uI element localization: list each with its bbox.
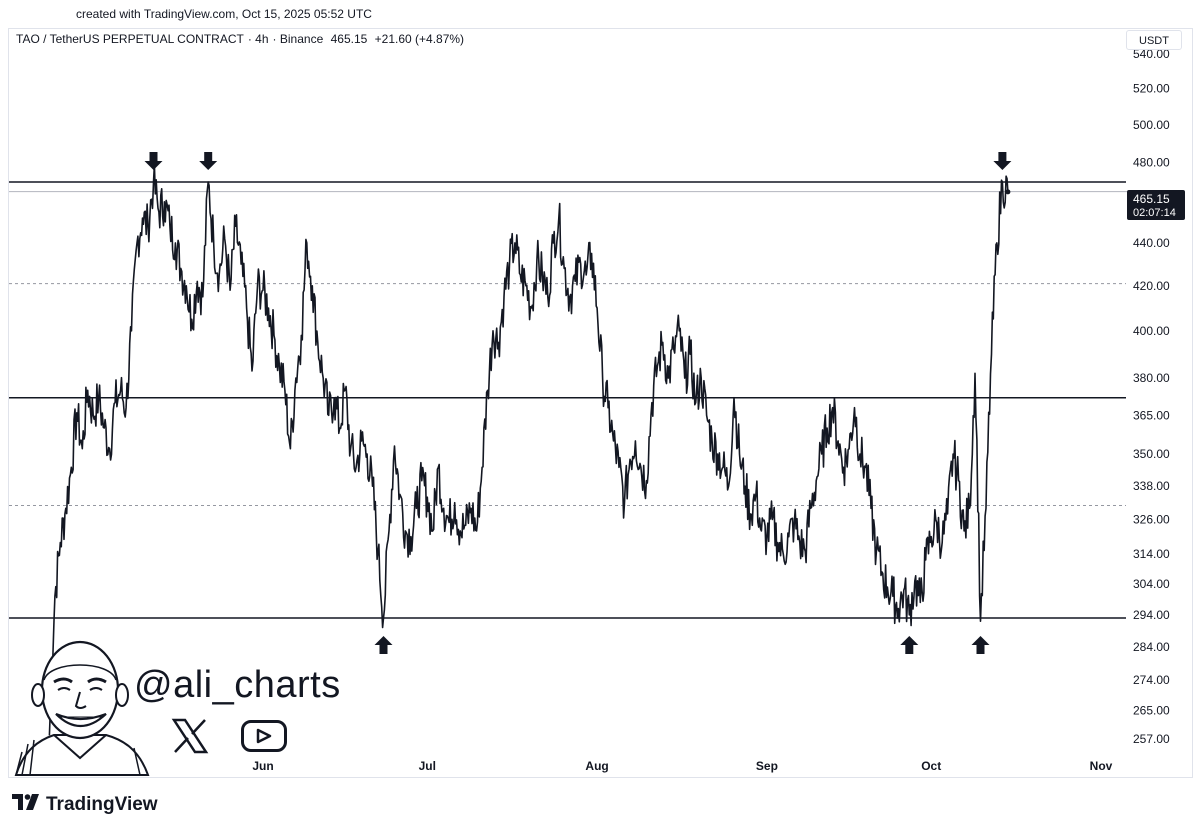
y-tick-label: 265.00 (1133, 704, 1170, 718)
y-tick-label: 257.00 (1133, 732, 1170, 746)
x-tick-label: Aug (585, 759, 608, 773)
price-badge-box (1127, 190, 1185, 220)
y-tick-label: 284.00 (1133, 640, 1170, 654)
x-tick-label: Sep (756, 759, 778, 773)
y-tick-label: 314.00 (1133, 547, 1170, 561)
y-axis: 540.00 520.00 500.00 480.00 440.00 420.00 400.… (1133, 47, 1170, 746)
price-series (48, 163, 1011, 736)
y-tick-label: 380.00 (1133, 371, 1170, 385)
author-handle: @ali_charts (134, 664, 341, 706)
x-tick-label: Oct (921, 759, 941, 773)
y-tick-label: 420.00 (1133, 279, 1170, 293)
tradingview-logo-icon (12, 794, 40, 816)
marker-arrow-up (374, 636, 393, 654)
footer-brand[interactable]: TradingView (12, 794, 158, 816)
symbol-price: 465.15 (330, 32, 368, 46)
markers (144, 152, 1012, 654)
y-tick-label: 274.00 (1133, 673, 1170, 687)
y-tick-label: 520.00 (1133, 82, 1170, 96)
avatar-caricature-icon (14, 640, 150, 776)
price-badge-countdown: 02:07:14 (1133, 207, 1176, 219)
chart-credit: created with TradingView.com, Oct 15, 20… (76, 7, 372, 21)
symbol-header: TAO / TetherUS PERPETUAL CONTRACT · 4h · B… (16, 32, 465, 46)
marker-arrow-up (900, 636, 919, 654)
symbol-interval: 4h (255, 32, 269, 46)
y-tick-label: 400.00 (1133, 324, 1170, 338)
marker-arrow-up (971, 636, 990, 654)
y-tick-label: 480.00 (1133, 156, 1170, 170)
y-tick-label: 440.00 (1133, 236, 1170, 250)
y-tick-label: 304.00 (1133, 577, 1170, 591)
marker-arrow-down (993, 152, 1012, 170)
x-tick-label: Jul (419, 759, 436, 773)
chart-frame (8, 28, 1193, 778)
currency-label[interactable]: USDT (1126, 30, 1182, 50)
price-badge-price: 465.15 (1133, 192, 1170, 206)
y-tick-label: 365.00 (1133, 408, 1170, 422)
youtube-icon[interactable] (241, 720, 287, 752)
y-tick-label: 500.00 (1133, 118, 1170, 132)
symbol-exchange: Binance (279, 32, 324, 46)
x-axis: MayJunJulAugSepOctNov (82, 759, 1113, 773)
y-tick-label: 338.00 (1133, 479, 1170, 493)
symbol-change: +21.60 (+4.87%) (374, 32, 465, 46)
x-tick-label: Jun (252, 759, 273, 773)
footer-brand-label: TradingView (46, 794, 158, 815)
x-tick-label: Nov (1090, 759, 1113, 773)
last-price-dot (1005, 189, 1011, 195)
y-tick-label: 326.00 (1133, 513, 1170, 527)
price-line (48, 163, 1009, 736)
y-tick-label: 350.00 (1133, 447, 1170, 461)
marker-arrow-down (144, 152, 163, 170)
x-logo-icon[interactable] (170, 716, 210, 763)
symbol-pair: TAO / TetherUS PERPETUAL CONTRACT (16, 32, 244, 46)
marker-arrow-down (199, 152, 218, 170)
y-tick-label: 294.00 (1133, 608, 1170, 622)
price-badge: 465.15 02:07:14 (1127, 190, 1185, 220)
horizontal-levels (9, 181, 1127, 619)
y-tick-label: 540.00 (1133, 47, 1170, 61)
